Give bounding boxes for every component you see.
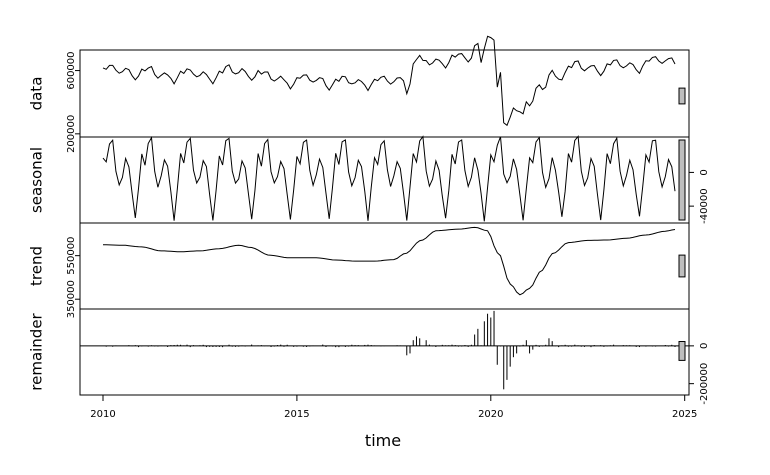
panel-label-remainder: remainder	[28, 312, 46, 390]
y-tick-label: 0	[699, 343, 710, 349]
panel-frame	[79, 136, 690, 224]
y-tick-label: -40000	[699, 188, 710, 223]
x-tick-label: 2010	[90, 409, 115, 420]
x-tick-label: 2015	[284, 409, 309, 420]
panel-remainder: -200000 0 remainder	[28, 308, 710, 405]
panel-frame	[79, 308, 690, 396]
y-tick-label: 350000	[66, 280, 77, 318]
data-line	[102, 35, 676, 127]
panel-frame	[79, 49, 690, 138]
panel-frame	[79, 222, 690, 310]
y-tick-label: 200000	[66, 115, 77, 153]
x-tick-label: 2025	[672, 409, 697, 420]
panel-label-seasonal: seasonal	[28, 147, 46, 213]
panel-label-data: data	[28, 77, 46, 111]
range-bar	[678, 341, 686, 361]
range-bar	[678, 254, 686, 278]
range-bar	[678, 139, 686, 221]
trend-line	[103, 226, 676, 296]
x-tick-label: 2020	[478, 409, 503, 420]
panel-label-trend: trend	[28, 246, 46, 286]
panel-trend: 350000 550000 trend	[28, 222, 690, 318]
range-bar	[678, 87, 686, 105]
panel-seasonal: -40000 0 seasonal	[28, 135, 710, 224]
seasonal-line	[102, 135, 676, 222]
y-tick-label: 0	[699, 169, 710, 175]
panel-data: 200000 600000 data	[28, 35, 690, 153]
y-tick-label: 550000	[66, 237, 77, 275]
y-tick-label: -200000	[699, 363, 710, 405]
x-axis-label: time	[365, 431, 401, 450]
y-tick-label: 600000	[66, 51, 77, 89]
